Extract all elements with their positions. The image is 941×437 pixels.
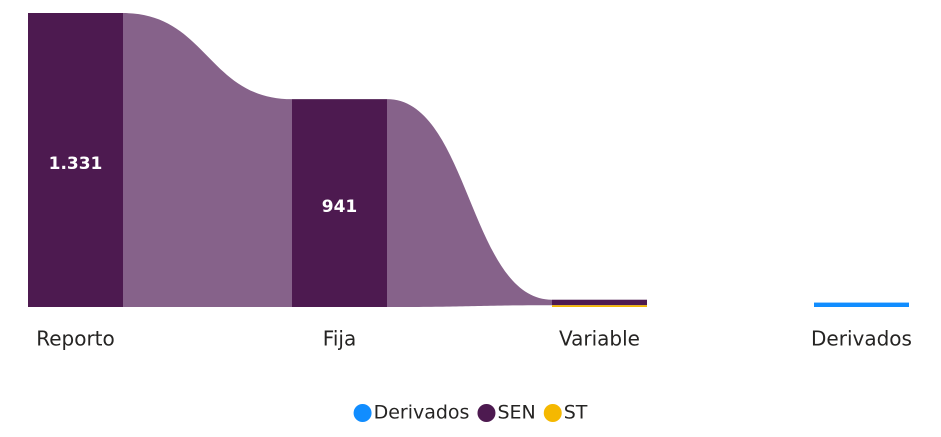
bar-segment xyxy=(292,99,387,307)
value-label: 1.331 xyxy=(49,154,103,174)
legend-marker xyxy=(477,404,496,422)
x-tick-label: Fija xyxy=(323,327,356,351)
bar-segment xyxy=(552,299,647,306)
legend-marker xyxy=(543,404,562,422)
legend-marker xyxy=(353,404,372,422)
bar-segment xyxy=(28,13,123,307)
x-tick-label: Derivados xyxy=(811,327,912,351)
bar-segment xyxy=(552,305,647,307)
value-label: 941 xyxy=(322,197,358,217)
ribbon xyxy=(387,99,552,307)
legend-label: ST xyxy=(564,402,588,424)
bar-segment xyxy=(814,302,909,307)
legend-label: Derivados xyxy=(374,402,470,424)
x-tick-label: Variable xyxy=(559,327,640,351)
legend-label: SEN xyxy=(497,402,535,424)
ribbon xyxy=(123,13,292,307)
legend: Derivados SEN ST xyxy=(353,402,588,424)
x-tick-label: Reporto xyxy=(36,327,115,351)
